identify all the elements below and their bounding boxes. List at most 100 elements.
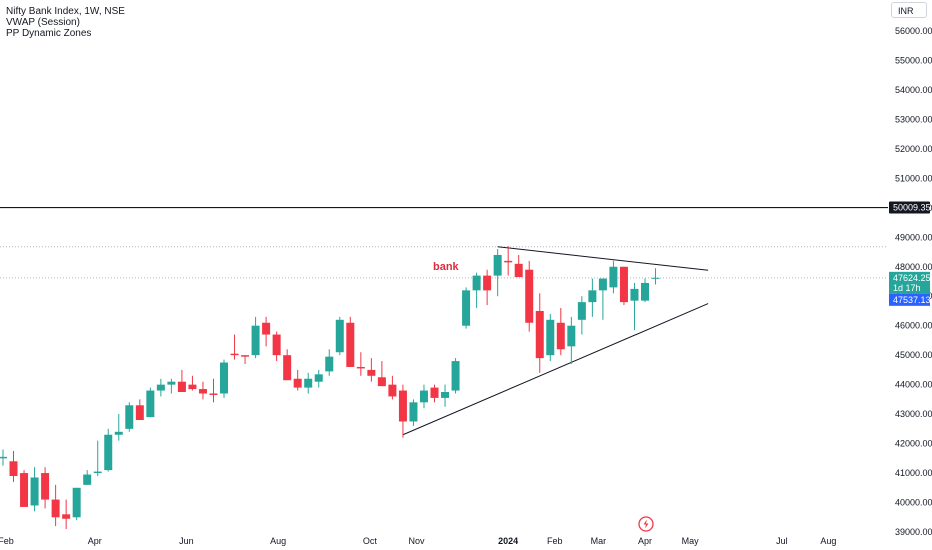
candle-body bbox=[546, 319, 555, 356]
y-tick-label: 40000.00 bbox=[895, 498, 932, 508]
x-tick-label: 2024 bbox=[498, 536, 518, 546]
candle-body bbox=[630, 288, 639, 301]
y-tick-label: 55000.00 bbox=[895, 55, 932, 65]
level-price-label: 50009.35 bbox=[893, 203, 931, 213]
candle-body bbox=[441, 392, 450, 398]
candle-body bbox=[262, 322, 271, 335]
candle-body bbox=[41, 473, 50, 500]
candle-body bbox=[72, 487, 81, 518]
candle-body bbox=[241, 355, 250, 357]
symbol-title[interactable]: Nifty Bank Index, 1W, NSE bbox=[6, 6, 125, 17]
candle-body bbox=[135, 405, 144, 421]
candle-body bbox=[556, 322, 565, 350]
x-tick-label: Aug bbox=[270, 536, 286, 546]
x-tick-label: Feb bbox=[547, 536, 563, 546]
lightning-icon[interactable] bbox=[638, 516, 654, 532]
candle-body bbox=[20, 473, 29, 507]
price-axis[interactable]: 56000.00 55000.00 54000.00 53000.00 52000.00… bbox=[895, 26, 932, 537]
countdown-label: 1d 17h bbox=[893, 283, 921, 293]
y-tick-label: 45000.00 bbox=[895, 350, 932, 360]
candle-body bbox=[567, 325, 576, 347]
candle-body bbox=[293, 378, 302, 388]
x-tick-label: Oct bbox=[363, 536, 378, 546]
candle-body bbox=[462, 290, 471, 326]
candle-body bbox=[198, 389, 207, 394]
y-tick-label: 46000.00 bbox=[895, 321, 932, 331]
x-tick-label: Aug bbox=[820, 536, 836, 546]
candle-body bbox=[377, 377, 386, 387]
y-tick-label: 52000.00 bbox=[895, 144, 932, 154]
x-tick-label: Jul bbox=[776, 536, 788, 546]
y-tick-label: 43000.00 bbox=[895, 409, 932, 419]
candle-body bbox=[535, 310, 544, 359]
y-tick-label: 39000.00 bbox=[895, 527, 932, 537]
candle-body bbox=[188, 384, 197, 390]
candle-body bbox=[577, 302, 586, 320]
x-tick-label: May bbox=[682, 536, 700, 546]
candle-body bbox=[9, 461, 18, 477]
candle-body bbox=[451, 361, 460, 391]
last-price-label: 47624.25 bbox=[893, 273, 931, 283]
candle-body bbox=[325, 356, 334, 372]
candle-body bbox=[220, 362, 229, 394]
candle-body bbox=[30, 477, 39, 506]
candle-body bbox=[504, 260, 513, 263]
time-axis[interactable]: Feb Apr Jun Aug Oct Nov 2024 Feb Mar Apr May Jul Aug bbox=[0, 536, 836, 546]
x-tick-label: Jun bbox=[179, 536, 194, 546]
chart-legend: Nifty Bank Index, 1W, NSE VWAP (Session)… bbox=[6, 6, 125, 39]
candle-body bbox=[419, 390, 428, 403]
indicator-pp-zones[interactable]: PP Dynamic Zones bbox=[6, 28, 92, 39]
candle-body bbox=[272, 334, 281, 356]
candle-body bbox=[472, 275, 481, 291]
candle-body bbox=[598, 278, 607, 291]
candle-body bbox=[283, 355, 292, 381]
second-price-label: 47537.13 bbox=[893, 295, 931, 305]
candle-body bbox=[304, 378, 313, 388]
x-tick-label: Nov bbox=[408, 536, 425, 546]
candle-body bbox=[525, 269, 534, 323]
y-tick-label: 44000.00 bbox=[895, 380, 932, 390]
y-tick-label: 42000.00 bbox=[895, 439, 932, 449]
candles bbox=[0, 246, 660, 530]
currency-selector[interactable]: INR bbox=[891, 2, 927, 18]
candle-body bbox=[177, 381, 186, 393]
candle-body bbox=[146, 390, 155, 418]
annotation-bank: bank bbox=[433, 261, 460, 273]
trendline-1 bbox=[402, 303, 709, 436]
candle-body bbox=[356, 366, 365, 369]
candle-body bbox=[619, 266, 628, 303]
trend-lines bbox=[402, 246, 709, 436]
candle-body bbox=[93, 471, 102, 474]
x-tick-label: Mar bbox=[591, 536, 607, 546]
x-tick-label: Apr bbox=[638, 536, 652, 546]
indicator-vwap[interactable]: VWAP (Session) bbox=[6, 17, 80, 28]
candle-body bbox=[367, 369, 376, 376]
candle-body bbox=[641, 282, 649, 301]
candle-body bbox=[167, 381, 176, 385]
candle-body bbox=[314, 374, 323, 382]
candle-body bbox=[346, 322, 355, 367]
candle-body bbox=[398, 390, 407, 422]
y-tick-label: 53000.00 bbox=[895, 114, 932, 124]
candle-body bbox=[651, 277, 660, 279]
candle-body bbox=[251, 325, 260, 356]
second-price-bg bbox=[889, 293, 930, 306]
y-tick-label: 56000.00 bbox=[895, 26, 932, 36]
dotted-level-lines bbox=[0, 246, 888, 279]
candle-body bbox=[230, 353, 239, 356]
candle-body bbox=[0, 456, 7, 459]
candle-body bbox=[609, 266, 618, 288]
candle-body bbox=[114, 431, 123, 435]
level-price-label-bg bbox=[889, 201, 930, 214]
candle-body bbox=[483, 275, 492, 291]
y-tick-label: 41000.00 bbox=[895, 468, 932, 478]
candle-body bbox=[514, 263, 523, 278]
candle-body bbox=[83, 474, 92, 485]
y-tick-label: 54000.00 bbox=[895, 85, 932, 95]
x-tick-label: Feb bbox=[0, 536, 14, 546]
candle-body bbox=[51, 499, 60, 518]
y-tick-label: 51000.00 bbox=[895, 173, 932, 183]
trendline-0 bbox=[497, 246, 709, 271]
x-tick-label: Apr bbox=[88, 536, 102, 546]
